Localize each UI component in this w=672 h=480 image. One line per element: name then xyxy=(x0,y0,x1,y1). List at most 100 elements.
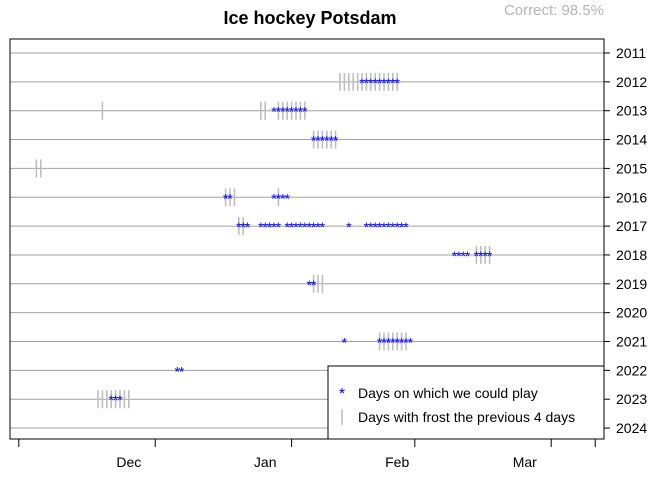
play-mark: * xyxy=(284,190,290,206)
y-tick-label-2022: 2022 xyxy=(616,362,647,378)
play-mark: * xyxy=(276,104,282,120)
x-tick-label-feb: Feb xyxy=(385,454,409,470)
play-mark: * xyxy=(377,335,383,351)
play-mark: * xyxy=(399,219,405,235)
play-mark: * xyxy=(324,133,330,149)
play-mark: * xyxy=(377,75,383,91)
y-tick-label-2024: 2024 xyxy=(616,420,647,436)
chart-title: Ice hockey Potsdam xyxy=(223,8,397,28)
play-mark: * xyxy=(293,219,299,235)
x-tick-label-dec: Dec xyxy=(116,454,141,470)
play-mark: * xyxy=(284,219,290,235)
play-mark: * xyxy=(456,248,462,264)
play-mark: * xyxy=(474,248,480,264)
y-tick-label-2023: 2023 xyxy=(616,391,647,407)
play-mark: * xyxy=(368,75,374,91)
play-mark: * xyxy=(460,248,466,264)
play-mark: * xyxy=(315,219,321,235)
play-mark: * xyxy=(284,104,290,120)
play-mark: * xyxy=(113,392,119,408)
play-mark: * xyxy=(276,190,282,206)
play-mark: * xyxy=(306,277,312,293)
legend: * Days on which we could play Days with … xyxy=(327,365,605,440)
play-mark: * xyxy=(478,248,484,264)
play-mark: * xyxy=(117,392,123,408)
y-tick-label-2018: 2018 xyxy=(616,247,647,263)
play-mark: * xyxy=(390,335,396,351)
play-mark: * xyxy=(271,219,277,235)
frost-series xyxy=(35,72,491,409)
y-tick-label-2014: 2014 xyxy=(616,132,647,148)
play-mark: * xyxy=(452,248,458,264)
play-mark: * xyxy=(289,219,295,235)
play-mark: * xyxy=(403,335,409,351)
year-gridlines xyxy=(10,52,604,429)
play-mark: * xyxy=(482,248,488,264)
play-mark: * xyxy=(236,219,242,235)
play-mark: * xyxy=(390,75,396,91)
legend-frost-label: Days with frost the previous 4 days xyxy=(358,409,575,425)
play-mark: * xyxy=(368,219,374,235)
play-mark: * xyxy=(372,219,378,235)
legend-play-marker: * xyxy=(339,386,345,403)
accuracy-note: Correct: 98.5% xyxy=(503,2,604,19)
play-mark: * xyxy=(258,219,264,235)
play-series: ************************* ******* ***** ***… xyxy=(108,75,492,408)
play-mark: * xyxy=(342,335,348,351)
play-mark: * xyxy=(302,104,308,120)
play-mark: * xyxy=(386,75,392,91)
play-mark: * xyxy=(262,219,268,235)
play-mark: * xyxy=(333,133,339,149)
y-tick-label-2015: 2015 xyxy=(616,160,647,176)
play-mark: * xyxy=(364,75,370,91)
x-tick-label-jan: Jan xyxy=(254,454,277,470)
play-mark: * xyxy=(302,219,308,235)
play-mark: * xyxy=(403,219,409,235)
play-mark: * xyxy=(386,219,392,235)
y-tick-label-2016: 2016 xyxy=(616,189,647,205)
play-mark: * xyxy=(346,219,352,235)
play-mark: * xyxy=(390,219,396,235)
y-tick-label-2017: 2017 xyxy=(616,218,647,234)
y-axis: 2011 2012 2013 2014 2015 2016 2017 2018 2019 2020… xyxy=(604,45,647,436)
play-mark: * xyxy=(394,75,400,91)
play-mark: * xyxy=(372,75,378,91)
play-mark: * xyxy=(381,219,387,235)
play-mark: * xyxy=(271,190,277,206)
y-tick-label-2013: 2013 xyxy=(616,103,647,119)
play-mark: * xyxy=(311,133,317,149)
x-axis: Dec Jan Feb Mar xyxy=(18,438,596,470)
play-mark: * xyxy=(280,190,286,206)
play-mark: * xyxy=(227,190,233,206)
play-mark: * xyxy=(381,335,387,351)
play-mark: * xyxy=(280,104,286,120)
play-mark: * xyxy=(320,133,326,149)
play-mark: * xyxy=(320,219,326,235)
play-mark: * xyxy=(240,219,246,235)
y-tick-label-2012: 2012 xyxy=(616,74,647,90)
play-mark: * xyxy=(311,277,317,293)
play-mark: * xyxy=(179,363,185,379)
play-mark: * xyxy=(108,392,114,408)
play-mark: * xyxy=(487,248,493,264)
play-mark: * xyxy=(315,133,321,149)
play-mark: * xyxy=(394,335,400,351)
play-mark: * xyxy=(271,104,277,120)
x-tick-label-mar: Mar xyxy=(513,454,537,470)
y-tick-label-2020: 2020 xyxy=(616,305,647,321)
play-mark: * xyxy=(381,75,387,91)
play-mark: * xyxy=(408,335,414,351)
play-mark: * xyxy=(293,104,299,120)
play-mark: * xyxy=(298,219,304,235)
play-mark: * xyxy=(223,190,229,206)
play-mark: * xyxy=(267,219,273,235)
play-mark: * xyxy=(298,104,304,120)
play-mark: * xyxy=(386,335,392,351)
play-mark: * xyxy=(465,248,471,264)
play-mark: * xyxy=(276,219,282,235)
y-tick-label-2021: 2021 xyxy=(616,334,647,350)
play-mark: * xyxy=(399,335,405,351)
play-mark: * xyxy=(306,219,312,235)
play-mark: * xyxy=(394,219,400,235)
